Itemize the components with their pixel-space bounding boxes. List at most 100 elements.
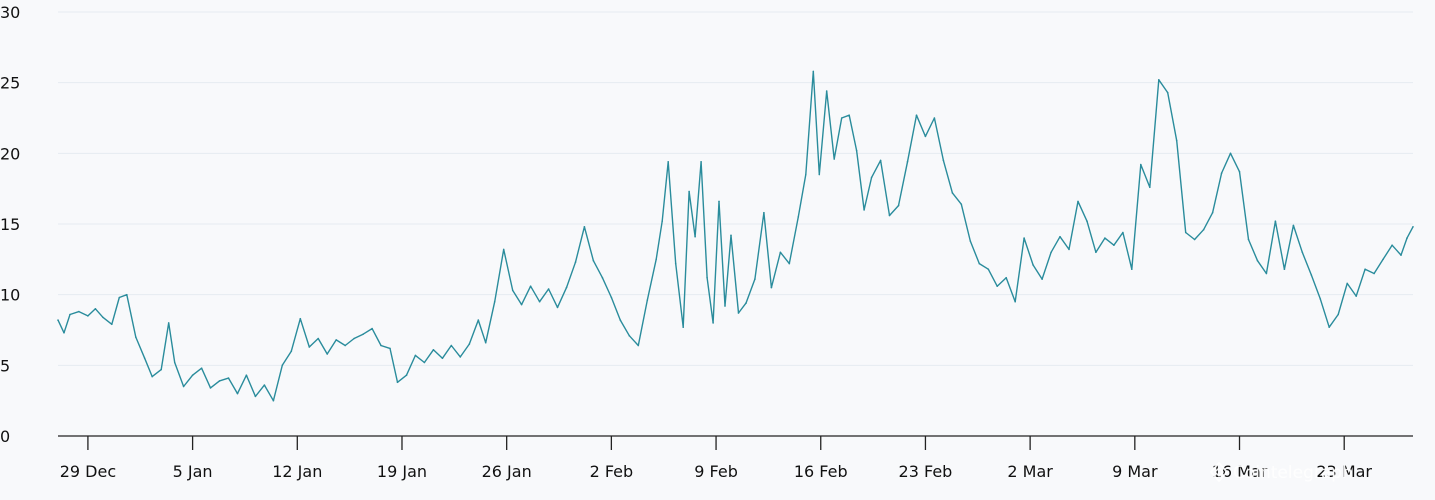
data-point [619,319,622,321]
y-tick-label: 5 [0,356,10,375]
series-layer [57,70,1414,402]
data-point [1193,238,1196,241]
data-point [1412,226,1414,228]
data-point [1131,268,1133,271]
data-point [1014,300,1016,303]
data-point [371,327,373,330]
data-point [879,159,882,162]
data-point [706,276,708,279]
data-point [63,332,65,334]
data-point [754,278,756,280]
data-point [1355,295,1357,297]
y-tick-label: 20 [0,144,20,163]
watermark-text: Cointelegraph [1233,463,1353,483]
y-tick-label: 30 [0,3,20,22]
data-point [1095,251,1097,254]
x-tick-label: 2 Mar [1007,462,1053,481]
data-point [1292,224,1295,227]
data-point [863,209,865,211]
data-point [1391,244,1393,246]
y-tick-label: 0 [0,427,10,446]
data-point [484,341,487,344]
data-point [143,357,146,360]
data-point [779,251,782,254]
data-point [87,315,89,317]
data-point [770,286,773,289]
data-point [135,336,137,338]
data-point [209,387,212,389]
data-point [353,337,355,340]
data-point [840,117,843,119]
x-tick-label: 9 Feb [694,462,738,481]
data-point [1032,264,1034,266]
data-point [389,347,391,350]
data-point [477,319,480,321]
data-point [667,161,669,163]
data-point [326,353,329,355]
data-point [745,302,747,304]
data-point [1283,268,1286,271]
data-point [511,289,514,292]
data-point [344,344,347,347]
data-point [1301,251,1304,254]
data-point [1149,186,1151,189]
data-point [1068,248,1070,251]
data-point [646,299,649,302]
data-point [682,326,684,329]
data-point [245,374,248,377]
y-tick-label: 25 [0,74,20,93]
data-point [897,204,900,207]
x-tick-label: 23 Mar [1316,462,1372,481]
data-point [502,248,505,251]
data-point [718,200,720,203]
data-point [380,344,382,347]
data-point [855,149,858,152]
data-point [227,377,230,379]
data-point [200,367,203,370]
x-tick-label: 19 Jan [377,462,427,481]
data-point [441,357,444,360]
x-tick-label: 2 Feb [590,462,634,481]
data-point [520,303,523,306]
data-point [1202,228,1205,231]
data-point [661,220,663,222]
data-point [362,333,364,336]
x-tick-label: 5 Jan [173,462,213,481]
data-point [951,192,954,194]
data-point [674,262,677,265]
data-point [1310,274,1313,276]
data-point [167,322,170,324]
data-point [118,296,121,299]
data-point [57,319,59,321]
y-axis-ticks: 0 5 10 15 20 25 30 [0,3,20,446]
data-point [1337,313,1339,316]
data-point [915,114,918,116]
data-point [414,354,417,357]
data-point [529,285,532,288]
data-point [712,322,714,324]
data-point [78,310,80,313]
data-point [924,135,927,138]
data-point [263,384,266,386]
data-point [574,261,577,264]
data-point [69,313,71,316]
data-point [1023,237,1025,239]
data-point [942,159,945,162]
x-tick-label: 12 Jan [272,462,322,481]
data-point [888,214,891,217]
data-point [1166,91,1169,94]
data-point [1086,220,1088,222]
data-point [933,117,936,119]
data-point [450,344,453,347]
data-point [637,344,640,347]
data-point [94,308,97,310]
data-point [335,339,338,341]
x-tick-label: 29 Dec [60,462,116,481]
data-point [987,268,990,271]
data-point [423,361,426,364]
data-point [724,305,726,307]
data-point [1175,139,1178,142]
data-point [1238,170,1241,173]
data-point [1122,231,1124,234]
